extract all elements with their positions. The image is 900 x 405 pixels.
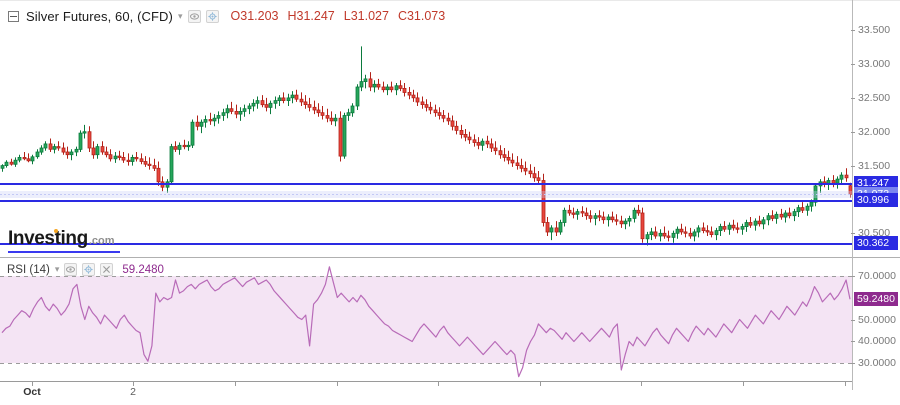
rsi-value-tag[interactable]: 59.2480 (854, 292, 898, 307)
time-axis-label: 2 (130, 386, 136, 398)
price-tag[interactable]: 30.996 (854, 192, 898, 207)
ohlc-open-label: O (230, 9, 241, 23)
ohlc-low: L31.027 (344, 9, 389, 23)
rsi-axis-tick: 50.0000 (851, 314, 896, 326)
symbol-title: Silver Futures, 60, (CFD) (26, 8, 173, 24)
price-tag[interactable]: 31.247 (854, 175, 898, 190)
watermark: Investing .com (8, 228, 120, 253)
rsi-plot[interactable] (0, 258, 852, 381)
ohlc-open-value: 31.203 (240, 9, 279, 23)
price-scale[interactable]: 33.500 33.000 32.500 32.000 31.500 30.500 31.2… (851, 0, 900, 390)
time-axis-tick (133, 382, 134, 386)
price-axis-tick: 32.000 (851, 126, 890, 138)
ohlc-high-value: 31.247 (296, 9, 335, 23)
price-level-line[interactable] (0, 182, 852, 185)
rsi-overbought-line (0, 275, 852, 277)
rsi-title: RSI (14) (7, 263, 50, 276)
chevron-down-icon[interactable]: ▾ (54, 264, 60, 274)
time-axis-tick (235, 382, 236, 386)
symbol-legend: Silver Futures, 60, (CFD) ▾ O31.203 H31.… (8, 7, 445, 25)
time-axis-tick (845, 382, 846, 386)
watermark-underline (8, 251, 120, 253)
rsi-axis-tick: 70.0000 (851, 270, 896, 282)
watermark-brand: Investing (8, 228, 88, 249)
close-icon[interactable] (100, 263, 114, 276)
time-axis-tick (32, 382, 33, 386)
time-axis-tick (743, 382, 744, 386)
time-axis-tick (641, 382, 642, 386)
panel-divider (0, 257, 900, 258)
top-hairline (0, 0, 900, 1)
rsi-axis-tick: 40.0000 (851, 335, 896, 347)
rsi-line-series (1, 266, 851, 378)
ohlc-values: O31.203 H31.247 L31.027 C31.073 (231, 9, 446, 23)
price-axis-tick: 33.000 (851, 58, 890, 70)
xaxis-divider (0, 381, 852, 382)
price-axis-tick: 31.500 (851, 160, 890, 172)
time-axis-tick (438, 382, 439, 386)
time-axis-tick (337, 382, 338, 386)
time-axis-tick (540, 382, 541, 386)
price-level-line[interactable] (0, 242, 852, 245)
ohlc-close: C31.073 (398, 9, 445, 23)
chevron-down-icon[interactable]: ▾ (177, 10, 183, 21)
time-axis-label: Oct (23, 386, 41, 398)
rsi-axis-tick: 30.0000 (851, 357, 896, 369)
ohlc-low-value: 31.027 (350, 9, 389, 23)
price-level-line[interactable] (0, 199, 852, 202)
rsi-legend: RSI (14) ▾ 59.2480 (7, 262, 164, 277)
eye-icon[interactable] (187, 9, 201, 23)
candlestick-series (0, 46, 852, 246)
gear-icon[interactable] (205, 9, 219, 23)
rsi-oversold-line (0, 363, 852, 365)
collapse-minus-icon[interactable] (8, 10, 19, 22)
price-plot[interactable] (0, 22, 852, 257)
watermark-suffix: .com (88, 235, 115, 247)
price-axis-tick: 33.500 (851, 24, 890, 36)
price-level-line-dotted[interactable] (0, 192, 852, 198)
rsi-fill-band (0, 275, 852, 364)
time-axis[interactable]: Oct 2 (0, 382, 852, 405)
watermark-dot (54, 229, 58, 233)
ohlc-high: H31.247 (287, 9, 334, 23)
eye-icon[interactable] (64, 263, 78, 276)
price-scale-divider (852, 0, 853, 390)
price-tag[interactable]: 30.362 (854, 235, 898, 250)
ohlc-high-label: H (287, 9, 297, 23)
price-axis-tick: 32.500 (851, 92, 890, 104)
ohlc-low-label: L (343, 9, 351, 23)
ohlc-close-value: 31.073 (406, 9, 446, 23)
ohlc-close-label: C (397, 9, 407, 23)
ohlc-open: O31.203 (231, 9, 279, 23)
gear-icon[interactable] (82, 263, 96, 276)
rsi-current-value: 59.2480 (122, 263, 164, 276)
